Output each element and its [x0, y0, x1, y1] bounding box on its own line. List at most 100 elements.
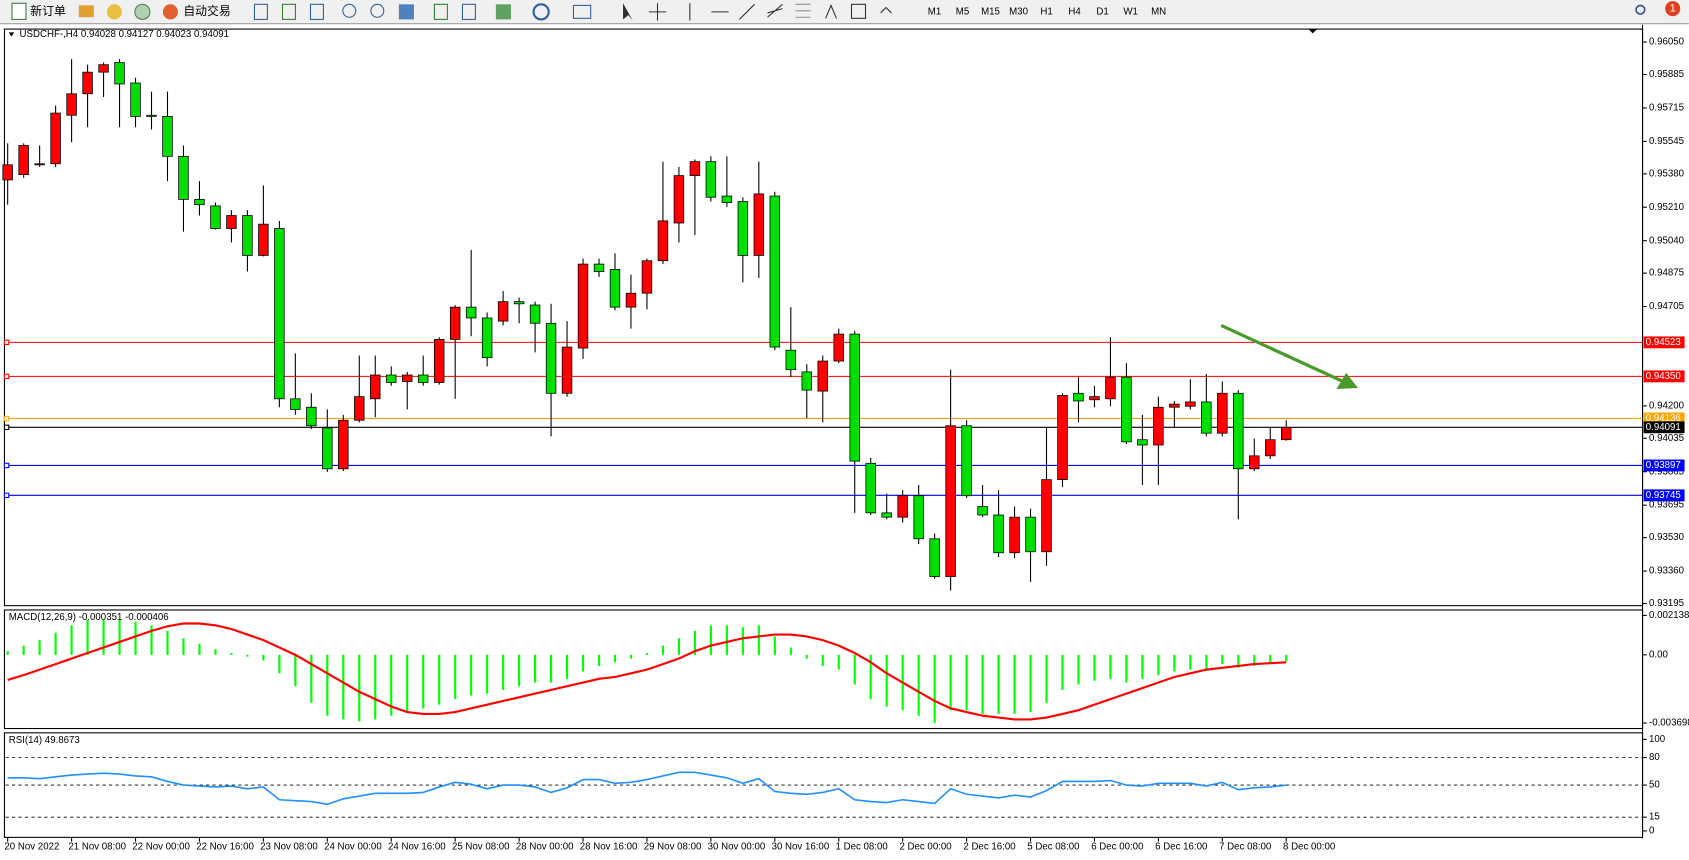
auto-trading-button[interactable]: 自动交易 [162, 4, 231, 20]
macd-bar [406, 654, 409, 713]
candle-body [977, 506, 988, 516]
y-tick-label: 0.93360 [1649, 566, 1685, 577]
toolbar-icon[interactable] [461, 3, 476, 20]
candle-body [130, 82, 141, 117]
timeframe-button[interactable]: M30 [1009, 6, 1028, 17]
macd-bar [470, 654, 473, 696]
text-tool[interactable] [825, 3, 837, 19]
macd-bar [789, 647, 792, 655]
x-tick-label: 30 Nov 16:00 [772, 842, 830, 853]
toolbar-icon[interactable] [253, 3, 268, 20]
new-order-label[interactable]: 新订单 [30, 4, 66, 18]
macd-bar [741, 627, 744, 655]
notification-count: 1 [1670, 2, 1676, 14]
y-tick-label: 0.94200 [1649, 400, 1685, 411]
macd-bar [38, 640, 41, 655]
candle-body [417, 374, 429, 383]
macd-bar [597, 654, 601, 666]
level-handle [3, 339, 10, 346]
candle-body [401, 374, 413, 382]
macd-bar [1029, 654, 1032, 713]
channel-tool[interactable] [767, 3, 783, 18]
macd-bar [757, 625, 760, 655]
candle-body [226, 215, 237, 229]
macd-bar [310, 654, 313, 703]
toolbar-icon[interactable] [342, 3, 357, 18]
candle-body [242, 215, 253, 256]
candle-body [849, 333, 860, 462]
toolbar-icon[interactable] [433, 3, 448, 20]
toolbar-icon[interactable] [309, 3, 324, 20]
macd-bar [885, 654, 888, 707]
candle-body [753, 193, 765, 256]
candle-body [338, 419, 349, 470]
timeframe-button[interactable]: D1 [1096, 6, 1108, 17]
macd-bar [1093, 654, 1096, 681]
candle-body [1057, 395, 1068, 480]
level-handle [3, 415, 10, 422]
x-tick-label: 1 Dec 08:00 [836, 842, 889, 853]
auto-trading-label[interactable]: 自动交易 [183, 4, 230, 18]
candle-body [497, 301, 509, 322]
macd-bar [549, 654, 553, 683]
macd-bar [54, 632, 57, 655]
candle-body [82, 71, 93, 95]
macd-bar [1285, 654, 1288, 662]
candle-body [881, 512, 892, 518]
cursor-tool[interactable] [623, 3, 633, 21]
toolbar-icon[interactable] [134, 3, 151, 20]
x-tick-label: 28 Nov 16:00 [580, 842, 638, 853]
timeframe-button[interactable]: M5 [956, 6, 969, 17]
y-tick-label: 80 [1649, 752, 1660, 763]
trendline-tool[interactable] [739, 3, 755, 20]
macd-bar [1141, 654, 1144, 679]
y-tick-label: 0.93695 [1649, 500, 1684, 511]
toolbar-icon[interactable] [572, 4, 592, 19]
crosshair-tool[interactable] [648, 3, 667, 21]
fibo-tool[interactable] [795, 3, 811, 18]
toolbar-icon[interactable] [106, 4, 122, 20]
search-icon[interactable] [1635, 4, 1646, 15]
main-title: USDCHF-,H4 0.94028 0.94127 0.94023 0.940… [20, 29, 230, 40]
macd-bar [374, 654, 377, 720]
macd-bar [390, 654, 393, 716]
timeframe-button[interactable]: MN [1151, 6, 1166, 17]
toolbar-icon[interactable] [370, 3, 385, 18]
macd-bar [118, 619, 121, 655]
timeframe-button[interactable]: H1 [1040, 6, 1052, 17]
level-tag [1643, 370, 1685, 383]
y-tick-label: 0.95210 [1649, 202, 1685, 213]
timeframe-button[interactable]: M1 [928, 6, 941, 17]
toolbar-icon[interactable] [398, 4, 414, 20]
candle-body [1201, 401, 1212, 434]
label-tool[interactable] [850, 3, 867, 19]
timeframe-button[interactable]: W1 [1123, 6, 1138, 17]
candle-body [593, 263, 605, 272]
toolbar-icon[interactable] [281, 3, 296, 20]
timeframe-button[interactable]: H4 [1068, 6, 1081, 17]
macd-bar [613, 654, 617, 663]
macd-bar [438, 654, 441, 705]
level-handle [3, 424, 10, 431]
toolbar-bg [0, 0, 1689, 24]
timeframe-button[interactable]: M15 [981, 6, 1000, 17]
toolbar-icon[interactable] [78, 5, 94, 18]
level-label: 0.94523 [1646, 337, 1681, 348]
level-tag [1643, 336, 1685, 349]
x-tick-label: 20 Nov 2022 [4, 842, 59, 853]
y-tick-label: 0.93865 [1649, 466, 1684, 477]
macd-bar [565, 654, 569, 679]
new-order-button[interactable]: 新订单 [11, 2, 66, 20]
level-handle [3, 373, 10, 380]
candle-body [1185, 401, 1196, 407]
toolbar-icon[interactable] [532, 3, 550, 21]
macd-bar [709, 625, 712, 655]
notification-badge[interactable] [1665, 1, 1681, 17]
arrows-tool[interactable] [880, 6, 892, 14]
candle-body [162, 116, 173, 157]
level-label: 0.94350 [1646, 371, 1682, 382]
candle-body [897, 495, 908, 518]
candle-body [785, 349, 797, 371]
toolbar-icon[interactable] [495, 4, 511, 20]
